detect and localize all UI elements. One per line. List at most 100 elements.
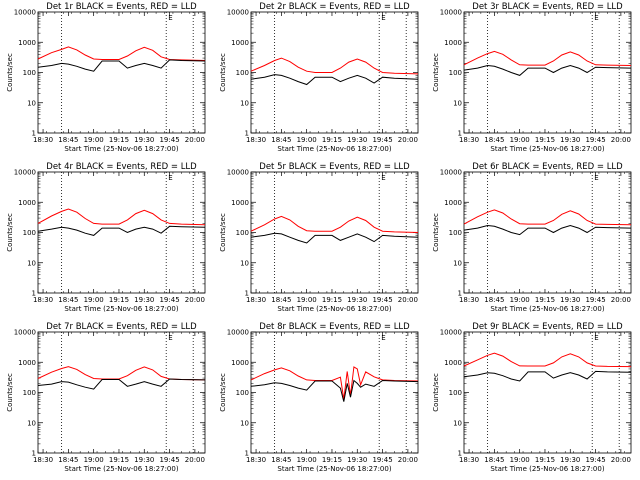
x-tick-label: 18:30 [33,136,53,144]
y-tick-label: 10000 [440,169,462,177]
series-events-line [37,378,206,390]
x-tick-label: 18:30 [246,456,266,464]
x-tick-label: 18:45 [271,296,291,304]
corner-mark: E [594,14,598,22]
chart-title: Det 2r BLACK = Events, RED = LLD [259,2,410,12]
chart-svg: Det 6r BLACK = Events, RED = LLD E 1 10 100 1… [432,162,632,313]
y-tick-label: 1000 [231,359,249,367]
y-axis-label: Counts/sec [219,373,227,412]
series-events-line [37,225,206,236]
chart-title: Det 7r BLACK = Events, RED = LLD [46,322,197,332]
y-tick-label: 10000 [14,169,36,177]
y-tick-label: 10 [240,99,249,107]
y-tick-label: 10 [240,259,249,267]
x-tick-label: 19:15 [109,456,129,464]
plot-frame [250,331,419,454]
y-tick-label: 100 [236,389,249,397]
corner-mark: E [381,334,385,342]
chart-svg: Det 7r BLACK = Events, RED = LLD E 1 10 100 1… [6,322,206,473]
y-tick-label: 1 [245,130,249,138]
x-tick-label: 19:00 [297,296,317,304]
y-tick-label: 1000 [231,39,249,47]
corner-mark: E [381,14,385,22]
detector-panel-1: Det 1r BLACK = Events, RED = LLD E 1 10 100 1… [0,0,213,160]
x-tick-label: 20:00 [611,136,631,144]
series-lld-line [463,352,632,368]
y-tick-label: 1000 [231,199,249,207]
x-tick-label: 19:30 [134,456,154,464]
x-tick-label: 19:45 [585,456,605,464]
y-tick-label: 1 [458,450,462,458]
y-tick-label: 10 [27,99,36,107]
series-lld-line [463,209,632,226]
series-events-line [463,224,632,236]
x-axis-label: Start Time (25-Nov-06 18:27:00) [277,305,391,313]
series-lld-line [250,215,419,233]
x-axis-label: Start Time (25-Nov-06 18:27:00) [490,305,604,313]
y-tick-label: 1 [458,130,462,138]
corner-mark: E [168,174,172,182]
x-tick-label: 19:30 [560,296,580,304]
x-tick-label: 20:00 [185,136,205,144]
y-tick-label: 100 [23,229,36,237]
chart-svg: Det 3r BLACK = Events, RED = LLD E 1 10 100 1… [432,2,632,153]
x-axis-label: Start Time (25-Nov-06 18:27:00) [490,465,604,473]
plot-frame [463,171,632,294]
x-tick-label: 19:00 [84,296,104,304]
y-tick-label: 1 [245,450,249,458]
chart-svg: Det 8r BLACK = Events, RED = LLD E 1 10 100 1… [219,322,419,473]
y-tick-label: 10000 [227,329,249,337]
series-events-line [37,59,206,72]
series-events-line [463,370,632,382]
x-tick-label: 19:00 [510,296,530,304]
x-tick-label: 19:45 [372,296,392,304]
y-tick-label: 10 [27,419,36,427]
x-tick-label: 19:30 [134,136,154,144]
x-tick-label: 19:45 [372,136,392,144]
x-tick-label: 20:00 [398,136,418,144]
detector-panel-6: Det 6r BLACK = Events, RED = LLD E 1 10 100 1… [426,160,639,320]
corner-mark: E [594,334,598,342]
y-tick-label: 10 [27,259,36,267]
x-tick-label: 19:45 [585,136,605,144]
x-axis-label: Start Time (25-Nov-06 18:27:00) [64,465,178,473]
y-axis-label: Counts/sec [219,213,227,252]
series-events-line [250,379,419,402]
chart-title: Det 6r BLACK = Events, RED = LLD [472,162,623,172]
x-tick-label: 19:15 [535,136,555,144]
y-tick-label: 10 [453,419,462,427]
y-tick-label: 100 [449,389,462,397]
corner-mark: E [594,174,598,182]
y-tick-label: 100 [236,229,249,237]
x-tick-label: 20:00 [398,296,418,304]
y-axis-label: Counts/sec [432,373,440,412]
series-lld-line [37,46,206,61]
x-tick-label: 19:30 [347,296,367,304]
y-tick-label: 1000 [444,199,462,207]
x-tick-label: 18:45 [58,296,78,304]
y-tick-label: 10000 [227,169,249,177]
y-tick-label: 10000 [227,9,249,17]
x-tick-label: 18:45 [484,136,504,144]
corner-mark: E [168,334,172,342]
x-axis-label: Start Time (25-Nov-06 18:27:00) [277,145,391,153]
y-tick-label: 10000 [14,329,36,337]
plot-frame [250,11,419,134]
x-tick-label: 18:30 [33,296,53,304]
chart-title: Det 8r BLACK = Events, RED = LLD [259,322,410,332]
chart-svg: Det 2r BLACK = Events, RED = LLD E 1 10 100 1… [219,2,419,153]
detector-panel-3: Det 3r BLACK = Events, RED = LLD E 1 10 100 1… [426,0,639,160]
chart-svg: Det 5r BLACK = Events, RED = LLD E 1 10 100 1… [219,162,419,313]
y-tick-label: 10000 [14,9,36,17]
y-tick-label: 1 [458,290,462,298]
series-lld-line [463,50,632,66]
x-tick-label: 20:00 [185,296,205,304]
x-tick-label: 19:30 [347,456,367,464]
x-tick-label: 19:00 [510,456,530,464]
plot-frame [463,331,632,454]
plot-frame [463,11,632,134]
series-lld-line [37,366,206,381]
x-tick-label: 20:00 [185,456,205,464]
series-lld-line [37,208,206,226]
x-tick-label: 18:45 [484,456,504,464]
